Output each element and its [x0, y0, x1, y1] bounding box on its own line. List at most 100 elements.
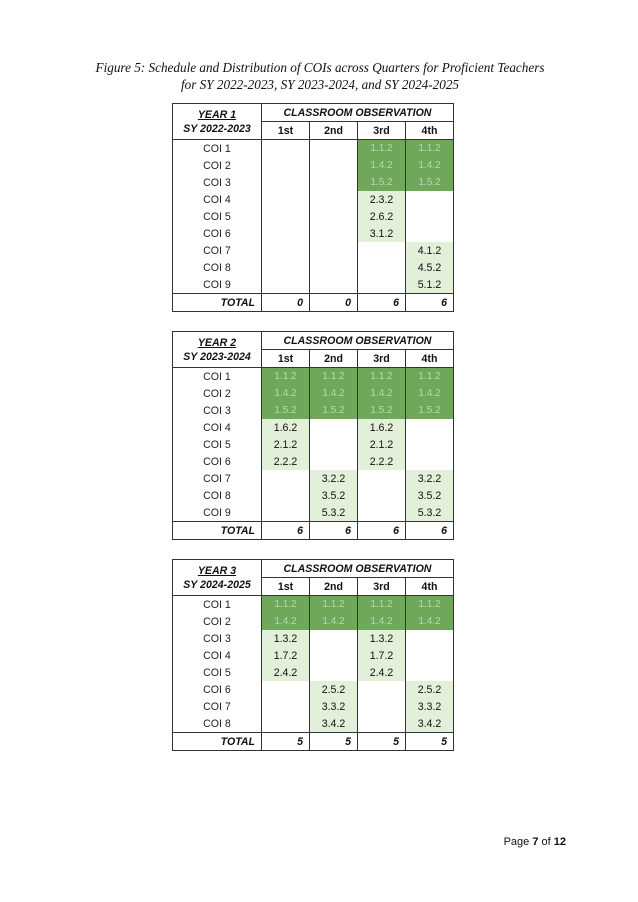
- coi-label: COI 2: [203, 615, 231, 628]
- schedule-cell: [309, 647, 358, 664]
- schedule-cell: 1.3.2: [357, 630, 406, 647]
- schedule-cell: [261, 139, 310, 157]
- total-value: 5: [309, 732, 358, 751]
- schedule-cell: [261, 715, 310, 733]
- schedule-cell: 3.3.2: [309, 698, 358, 715]
- schedule-cell: [261, 259, 310, 276]
- schedule-cell: [261, 487, 310, 504]
- schedule-cell: [309, 242, 358, 259]
- table-row: COI 7 3.2.2 3.2.2: [173, 470, 454, 487]
- schedule-cell: [261, 504, 310, 522]
- classroom-observation-header: CLASSROOM OBSERVATION: [261, 331, 454, 350]
- total-value: 6: [357, 521, 406, 540]
- schedule-cell: [357, 681, 406, 698]
- schedule-cell: [309, 225, 358, 242]
- schedule-cell: [357, 259, 406, 276]
- table-row: COI 6 2.2.2 2.2.2: [173, 453, 454, 470]
- schedule-cell: 1.1.2: [261, 367, 310, 385]
- schedule-cell: 1.1.2: [357, 139, 406, 157]
- classroom-observation-header: CLASSROOM OBSERVATION: [261, 103, 454, 122]
- table-row: COI 2 1.4.2 1.4.2 1.4.2 1.4.2: [173, 385, 454, 402]
- total-value: 6: [261, 521, 310, 540]
- total-row: TOTAL 6 6 6 6: [172, 521, 454, 540]
- schedule-cell: 1.4.2: [405, 613, 454, 630]
- schedule-cell: [261, 174, 310, 191]
- schedule-cell: 1.1.2: [309, 367, 358, 385]
- table-row: COI 2 1.4.2 1.4.2: [173, 157, 454, 174]
- header-row-quarters: 1st 2nd 3rd 4th: [173, 121, 454, 140]
- total-value: 5: [405, 732, 454, 751]
- schedule-cell: 3.4.2: [309, 715, 358, 733]
- table-row: COI 6 2.5.2 2.5.2: [173, 681, 454, 698]
- page-of: of: [538, 836, 554, 848]
- schedule-cell: 2.6.2: [357, 208, 406, 225]
- total-label: TOTAL: [172, 293, 262, 312]
- coi-label: COI 5: [203, 210, 231, 223]
- quarter-header-4: 4th: [405, 349, 454, 368]
- schedule-cell: [405, 647, 454, 664]
- schedule-cell: 3.3.2: [405, 698, 454, 715]
- schedule-cell: [261, 208, 310, 225]
- coi-label: COI 5: [203, 666, 231, 679]
- header-row-top: YEAR 1 SY 2022-2023 CLASSROOM OBSERVATION: [172, 103, 454, 140]
- quarter-header-4: 4th: [405, 577, 454, 596]
- coi-label: COI 6: [203, 227, 231, 240]
- coi-label: COI 8: [203, 489, 231, 502]
- schedule-cell: [309, 436, 358, 453]
- schedule-cell: [309, 157, 358, 174]
- schedule-cell: [405, 664, 454, 681]
- header-row-quarters: 1st 2nd 3rd 4th: [173, 577, 454, 596]
- schedule-cell: [405, 225, 454, 242]
- quarter-header-3: 3rd: [357, 577, 406, 596]
- schedule-table-year-3: YEAR 3 SY 2024-2025 CLASSROOM OBSERVATION 1…: [172, 559, 454, 751]
- schedule-cell: 3.4.2: [405, 715, 454, 733]
- schedule-cell: 4.1.2: [405, 242, 454, 259]
- table-row: COI 5 2.6.2: [173, 208, 454, 225]
- schedule-cell: 1.4.2: [357, 157, 406, 174]
- schedule-cell: [261, 242, 310, 259]
- table-row: COI 8 3.4.2 3.4.2: [173, 715, 454, 733]
- schedule-cell: 3.5.2: [405, 487, 454, 504]
- schedule-cell: 1.7.2: [261, 647, 310, 664]
- coi-label: COI 2: [203, 387, 231, 400]
- coi-label: COI 8: [203, 717, 231, 730]
- table-row: COI 8 3.5.2 3.5.2: [173, 487, 454, 504]
- school-year-label: SY 2023-2024: [183, 350, 251, 363]
- schedule-cell: 1.1.2: [405, 367, 454, 385]
- table-row: COI 4 2.3.2: [173, 191, 454, 208]
- coi-label: COI 8: [203, 261, 231, 274]
- total-value: 6: [405, 293, 454, 312]
- schedule-cell: 1.4.2: [357, 613, 406, 630]
- schedule-cell: 3.2.2: [405, 470, 454, 487]
- quarter-header-1: 1st: [261, 577, 310, 596]
- quarter-header-2: 2nd: [309, 349, 358, 368]
- schedule-cell: 1.4.2: [405, 157, 454, 174]
- schedule-cell: [357, 276, 406, 294]
- schedule-cell: [261, 698, 310, 715]
- table-row: COI 8 4.5.2: [173, 259, 454, 276]
- schedule-cell: 1.4.2: [261, 385, 310, 402]
- schedule-table-year-2: YEAR 2 SY 2023-2024 CLASSROOM OBSERVATION 1…: [172, 331, 454, 540]
- schedule-cell: 1.5.2: [309, 402, 358, 419]
- schedule-cell: 1.5.2: [405, 174, 454, 191]
- schedule-cell: 1.1.2: [261, 595, 310, 613]
- schedule-cell: [309, 139, 358, 157]
- page-number: Page 7 of 12: [504, 836, 566, 848]
- schedule-cell: [309, 453, 358, 470]
- schedule-cell: 2.2.2: [261, 453, 310, 470]
- schedule-cell: [357, 242, 406, 259]
- quarter-header-3: 3rd: [357, 349, 406, 368]
- schedule-cell: [405, 208, 454, 225]
- table-row: COI 1 1.1.2 1.1.2: [173, 139, 454, 157]
- schedule-cell: 1.4.2: [309, 613, 358, 630]
- page-total: 12: [553, 836, 566, 848]
- schedule-cell: [309, 191, 358, 208]
- coi-label: COI 9: [203, 278, 231, 291]
- coi-label: COI 1: [203, 370, 231, 383]
- school-year-label: SY 2022-2023: [183, 122, 251, 135]
- schedule-cell: 4.5.2: [405, 259, 454, 276]
- schedule-table-year-1: YEAR 1 SY 2022-2023 CLASSROOM OBSERVATION 1…: [172, 103, 454, 312]
- schedule-cell: [261, 681, 310, 698]
- year-label: YEAR 3: [197, 564, 237, 577]
- schedule-cell: [405, 436, 454, 453]
